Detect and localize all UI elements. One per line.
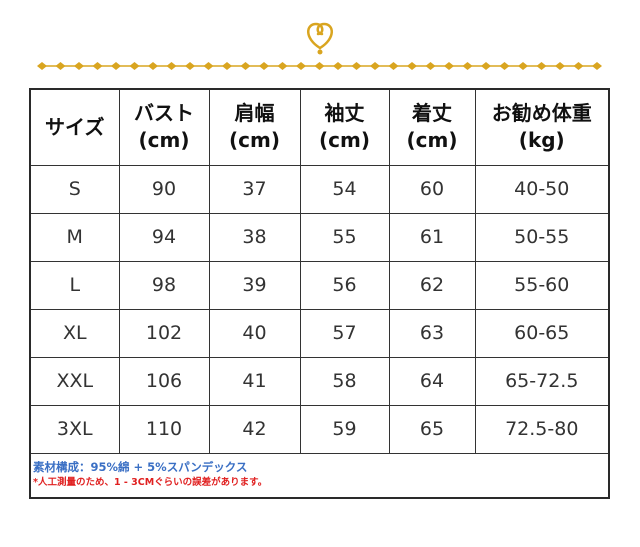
material-note: 素材構成：95%綿 + 5%スパンデックス xyxy=(33,460,248,474)
table-cell: 39 xyxy=(208,260,301,310)
column-header-unit: (cm) xyxy=(319,128,370,153)
table-cell: 42 xyxy=(208,404,301,454)
notes-section: 素材構成：95%綿 + 5%スパンデックス *人工測量のため、1 - 3CMぐら… xyxy=(33,459,603,490)
column-header: 袖丈 (cm) xyxy=(299,90,390,166)
table-cell: 65-72.5 xyxy=(474,356,608,406)
column-header-label: 着丈 xyxy=(412,101,452,126)
table-cell: 65 xyxy=(388,404,476,454)
column-header-label: 肩幅 xyxy=(234,101,275,126)
table-cell: 55-60 xyxy=(474,260,608,310)
table-cell: 3XL xyxy=(31,404,120,454)
table-row: 3XL 110 42 59 65 72.5-80 xyxy=(31,404,608,454)
column-header-label: 袖丈 xyxy=(324,101,365,126)
table-row: XL 102 40 57 63 60-65 xyxy=(31,308,608,358)
column-header-unit: (cm) xyxy=(406,128,458,153)
column-header-unit: (cm) xyxy=(138,128,190,153)
diamond-border-icon xyxy=(37,62,602,70)
table-cell: 57 xyxy=(299,308,390,358)
column-header: お勧め体重 (kg) xyxy=(474,90,608,166)
column-header-unit: (kg) xyxy=(518,128,565,153)
heart-icon xyxy=(307,22,333,55)
table-cell: 54 xyxy=(299,164,390,214)
table-cell: 41 xyxy=(208,356,301,406)
table-cell: 63 xyxy=(388,308,476,358)
column-header: 着丈 (cm) xyxy=(388,90,476,166)
table-cell: 90 xyxy=(118,164,210,214)
table-cell: 94 xyxy=(118,212,210,262)
table-cell: 59 xyxy=(299,404,390,454)
table-cell: 72.5-80 xyxy=(474,404,608,454)
measurement-warning: *人工測量のため、1 - 3CMぐらいの誤差があります。 xyxy=(33,477,268,488)
column-header-label: お勧め体重 xyxy=(491,101,592,126)
table-cell: 58 xyxy=(299,356,390,406)
table-cell: XXL xyxy=(31,356,120,406)
table-cell: 102 xyxy=(118,308,210,358)
table-cell: 98 xyxy=(118,260,210,310)
table-cell: M xyxy=(31,212,120,262)
table-row: S 90 37 54 60 40-50 xyxy=(31,164,608,214)
column-header-label: サイズ xyxy=(45,114,105,139)
table-cell: L xyxy=(31,260,120,310)
table-cell: 40-50 xyxy=(474,164,608,214)
column-header: 肩幅 (cm) xyxy=(208,90,301,166)
table-cell: 55 xyxy=(299,212,390,262)
table-cell: 64 xyxy=(388,356,476,406)
table-cell: 50-55 xyxy=(474,212,608,262)
table-cell: 62 xyxy=(388,260,476,310)
table-cell: 37 xyxy=(208,164,301,214)
table-body: S 90 37 54 60 40-50 M 94 38 55 61 50-55 L 98 39 56 62 55-… xyxy=(31,164,608,454)
table-cell: 40 xyxy=(208,308,301,358)
column-header: バスト (cm) xyxy=(118,90,210,166)
column-header: サイズ xyxy=(31,90,120,166)
table-cell: 60-65 xyxy=(474,308,608,358)
table-row: M 94 38 55 61 50-55 xyxy=(31,212,608,262)
table-row: L 98 39 56 62 55-60 xyxy=(31,260,608,310)
table-cell: 110 xyxy=(118,404,210,454)
table-cell: XL xyxy=(31,308,120,358)
table-header-row: サイズ バスト (cm) 肩幅 (cm) 袖丈 (cm) 着丈 (cm) お勧め体重 (kg) xyxy=(31,90,608,166)
decorative-header-ornament xyxy=(37,22,602,70)
table-cell: 61 xyxy=(388,212,476,262)
column-header-unit: (cm) xyxy=(229,128,280,153)
table-cell: 106 xyxy=(118,356,210,406)
table-cell: 56 xyxy=(299,260,390,310)
table-cell: S xyxy=(31,164,120,214)
table-cell: 60 xyxy=(388,164,476,214)
column-header-label: バスト xyxy=(134,101,194,126)
table-cell: 38 xyxy=(208,212,301,262)
table-row: XXL 106 41 58 64 65-72.5 xyxy=(31,356,608,406)
